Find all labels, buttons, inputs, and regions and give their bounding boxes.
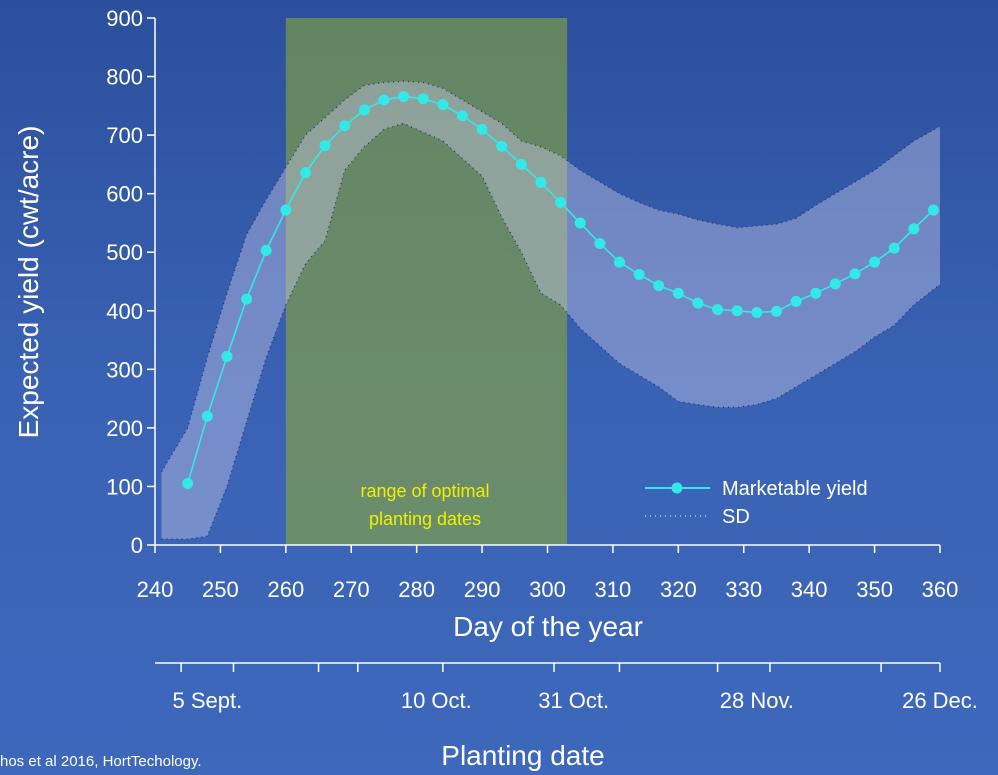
marketable-yield-point (221, 350, 233, 362)
x-tick-label-350: 350 (856, 577, 893, 602)
x-tick-label-270: 270 (333, 577, 370, 602)
y-tick-label-800: 800 (106, 65, 143, 90)
marketable-yield-point (672, 287, 684, 299)
marketable-yield-point (908, 223, 920, 235)
marketable-yield-point (574, 217, 586, 229)
marketable-yield-point (829, 278, 841, 290)
marketable-yield-point (849, 268, 861, 280)
marketable-yield-point (456, 110, 468, 122)
marketable-yield-point (319, 140, 331, 152)
optimal-range-rect (285, 18, 568, 545)
marketable-yield-point (515, 158, 527, 170)
marketable-yield-point (260, 244, 272, 256)
y-tick-label-600: 600 (106, 182, 143, 207)
y-tick-label-0: 0 (131, 533, 143, 558)
secondary-axis-title: Planting date (441, 740, 604, 771)
optimal-range-shading (285, 18, 568, 545)
x-tick-label-240: 240 (137, 577, 174, 602)
marketable-yield-point (633, 268, 645, 280)
marketable-yield-point (535, 177, 547, 189)
x-tick-label-360: 360 (922, 577, 959, 602)
optimal-range-label-line1: range of optimal (360, 481, 489, 501)
marketable-yield-point (751, 307, 763, 319)
marketable-yield-point (613, 256, 625, 268)
marketable-yield-point (869, 256, 881, 268)
marketable-yield-point (280, 204, 292, 216)
optimal-range-label-line2: planting dates (369, 509, 481, 529)
marketable-yield-point (378, 94, 390, 106)
marketable-yield-point (770, 305, 782, 317)
y-tick-label-400: 400 (106, 299, 143, 324)
secondary-tick-label-1: 10 Oct. (401, 688, 472, 713)
x-tick-label-260: 260 (267, 577, 304, 602)
legend-label-marketable-yield: Marketable yield (722, 478, 868, 500)
legend (645, 482, 710, 517)
x-tick-label-290: 290 (464, 577, 501, 602)
x-tick-label-310: 310 (595, 577, 632, 602)
x-tick-label-300: 300 (529, 577, 566, 602)
marketable-yield-point (339, 120, 351, 132)
y-axis-title: Expected yield (cwt/acre) (13, 126, 44, 439)
sd-band (161, 81, 940, 540)
marketable-yield-point (299, 167, 311, 179)
x-tick-label-280: 280 (398, 577, 435, 602)
marketable-yield-point (790, 295, 802, 307)
secondary-tick-label-4: 26 Dec. (902, 688, 978, 713)
x-tick-label-340: 340 (791, 577, 828, 602)
marketable-yield-point (888, 242, 900, 254)
chart-text-group: Expected yield (cwt/acre) Day of the yea… (0, 126, 868, 771)
y-tick-label-200: 200 (106, 416, 143, 441)
marketable-yield-point (182, 478, 194, 490)
legend-marker-marketable-yield (671, 482, 683, 494)
marketable-yield-point (241, 293, 253, 305)
y-tick-label-500: 500 (106, 240, 143, 265)
marketable-yield-point (398, 90, 410, 102)
x-tick-label-330: 330 (725, 577, 762, 602)
legend-label-sd: SD (722, 506, 750, 528)
secondary-tick-label-0: 5 Sept. (172, 688, 242, 713)
y-tick-label-900: 900 (106, 6, 143, 31)
y-tick-label-300: 300 (106, 357, 143, 382)
marketable-yield-point (653, 280, 665, 292)
marketable-yield-point (927, 204, 939, 216)
marketable-yield-point (201, 410, 213, 422)
sd-band-group (161, 80, 941, 540)
series-marks-group (182, 90, 939, 490)
y-tick-label-700: 700 (106, 123, 143, 148)
secondary-tick-label-3: 28 Nov. (720, 688, 794, 713)
x-tick-label-320: 320 (660, 577, 697, 602)
x-axis-title: Day of the year (453, 611, 643, 642)
marketable-yield-point (692, 297, 704, 309)
marketable-yield-point (496, 140, 508, 152)
x-tick-label-250: 250 (202, 577, 239, 602)
marketable-yield-point (476, 123, 488, 135)
marketable-yield-point (594, 237, 606, 249)
marketable-yield-point (417, 93, 429, 105)
marketable-yield-point (712, 304, 724, 316)
y-tick-label-100: 100 (106, 474, 143, 499)
marketable-yield-point (810, 287, 822, 299)
marketable-yield-point (731, 305, 743, 317)
marketable-yield-point (437, 99, 449, 111)
marketable-yield-point (555, 196, 567, 208)
secondary-tick-label-2: 31 Oct. (538, 688, 609, 713)
axes-group: 0 100 200 300 400 500 600 700 800 900 240 250 260 270… (106, 6, 978, 713)
citation-text: hos et al 2016, HortTechology. (0, 753, 202, 770)
marketable-yield-point (358, 104, 370, 116)
